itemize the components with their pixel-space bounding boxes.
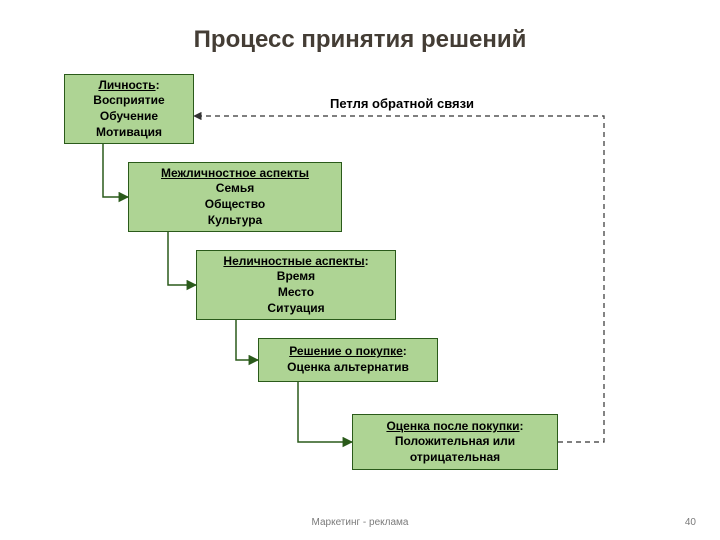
box-post-eval: Оценка после покупки:Положительная илиот… — [352, 414, 558, 470]
box-purchase-decision: Решение о покупке:Оценка альтернатив — [258, 338, 438, 382]
box-line: Положительная или — [395, 434, 515, 450]
box-heading: Оценка после покупки — [386, 419, 519, 433]
box-line: Восприятие — [93, 93, 164, 109]
box-nonpersonal: Неличностные аспекты:ВремяМестоСитуация — [196, 250, 396, 320]
footer-text: Маркетинг - реклама — [0, 517, 720, 528]
box-line: Семья — [216, 181, 254, 197]
connector-arrow — [168, 232, 196, 285]
box-line: Мотивация — [96, 125, 162, 141]
connector-arrow — [103, 144, 128, 197]
box-heading: Неличностные аспекты — [223, 254, 364, 268]
page-number: 40 — [685, 517, 696, 528]
box-line: отрицательная — [410, 450, 500, 466]
box-heading: Личность — [98, 78, 155, 92]
box-line: Общество — [205, 197, 266, 213]
box-line: Ситуация — [267, 301, 324, 317]
box-heading: Решение о покупке — [289, 344, 403, 358]
box-heading: Межличностное аспекты — [161, 166, 309, 180]
box-interpersonal: Межличностное аспектыСемьяОбществоКульту… — [128, 162, 342, 232]
feedback-label: Петля обратной связи — [330, 96, 474, 111]
box-line: Культура — [208, 213, 262, 229]
box-line: Время — [277, 269, 315, 285]
box-line: Оценка альтернатив — [287, 360, 409, 376]
box-line: Обучение — [100, 109, 158, 125]
connector-arrow — [236, 320, 258, 360]
box-line: Место — [278, 285, 314, 301]
page-title: Процесс принятия решений — [0, 26, 720, 54]
connector-arrow — [298, 382, 352, 442]
box-personality: Личность:ВосприятиеОбучениеМотивация — [64, 74, 194, 144]
